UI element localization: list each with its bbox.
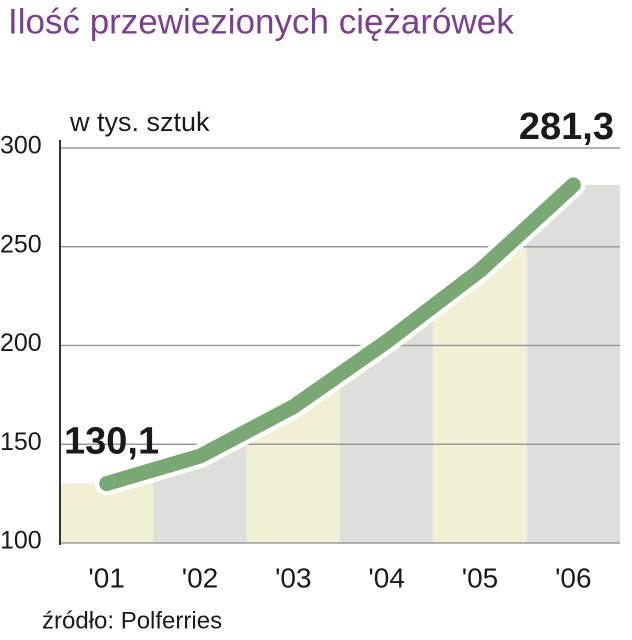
x-tick-label: '06: [555, 562, 592, 593]
band: [246, 184, 340, 543]
source: źródło: Polferries: [42, 607, 222, 634]
x-tick-label: '01: [88, 562, 125, 593]
x-tick-label: '05: [462, 562, 499, 593]
y-tick-label: 100: [0, 527, 42, 555]
chart-title: Ilość przewiezionych ciężarówek: [8, 2, 514, 41]
unit-label: w tys. sztuk: [69, 107, 210, 137]
x-tick-label: '03: [275, 562, 312, 593]
plot: 100 150 200 250 300 '01 130,1 '02 '03 '04 '05 '06 28…: [0, 106, 614, 593]
y-tick-label: 250: [0, 230, 42, 258]
value-label: 281,3: [519, 106, 614, 148]
band: [433, 184, 527, 543]
line: [99, 177, 581, 492]
value-label: 130,1: [64, 421, 159, 463]
x-tick-label: '04: [368, 562, 405, 593]
y-tick-label: 200: [0, 329, 42, 357]
band: [526, 184, 620, 543]
y-tick-label: 150: [0, 428, 42, 456]
y-tick-label: 300: [0, 132, 42, 160]
x-tick-label: '02: [182, 562, 219, 593]
grid: [60, 147, 620, 544]
